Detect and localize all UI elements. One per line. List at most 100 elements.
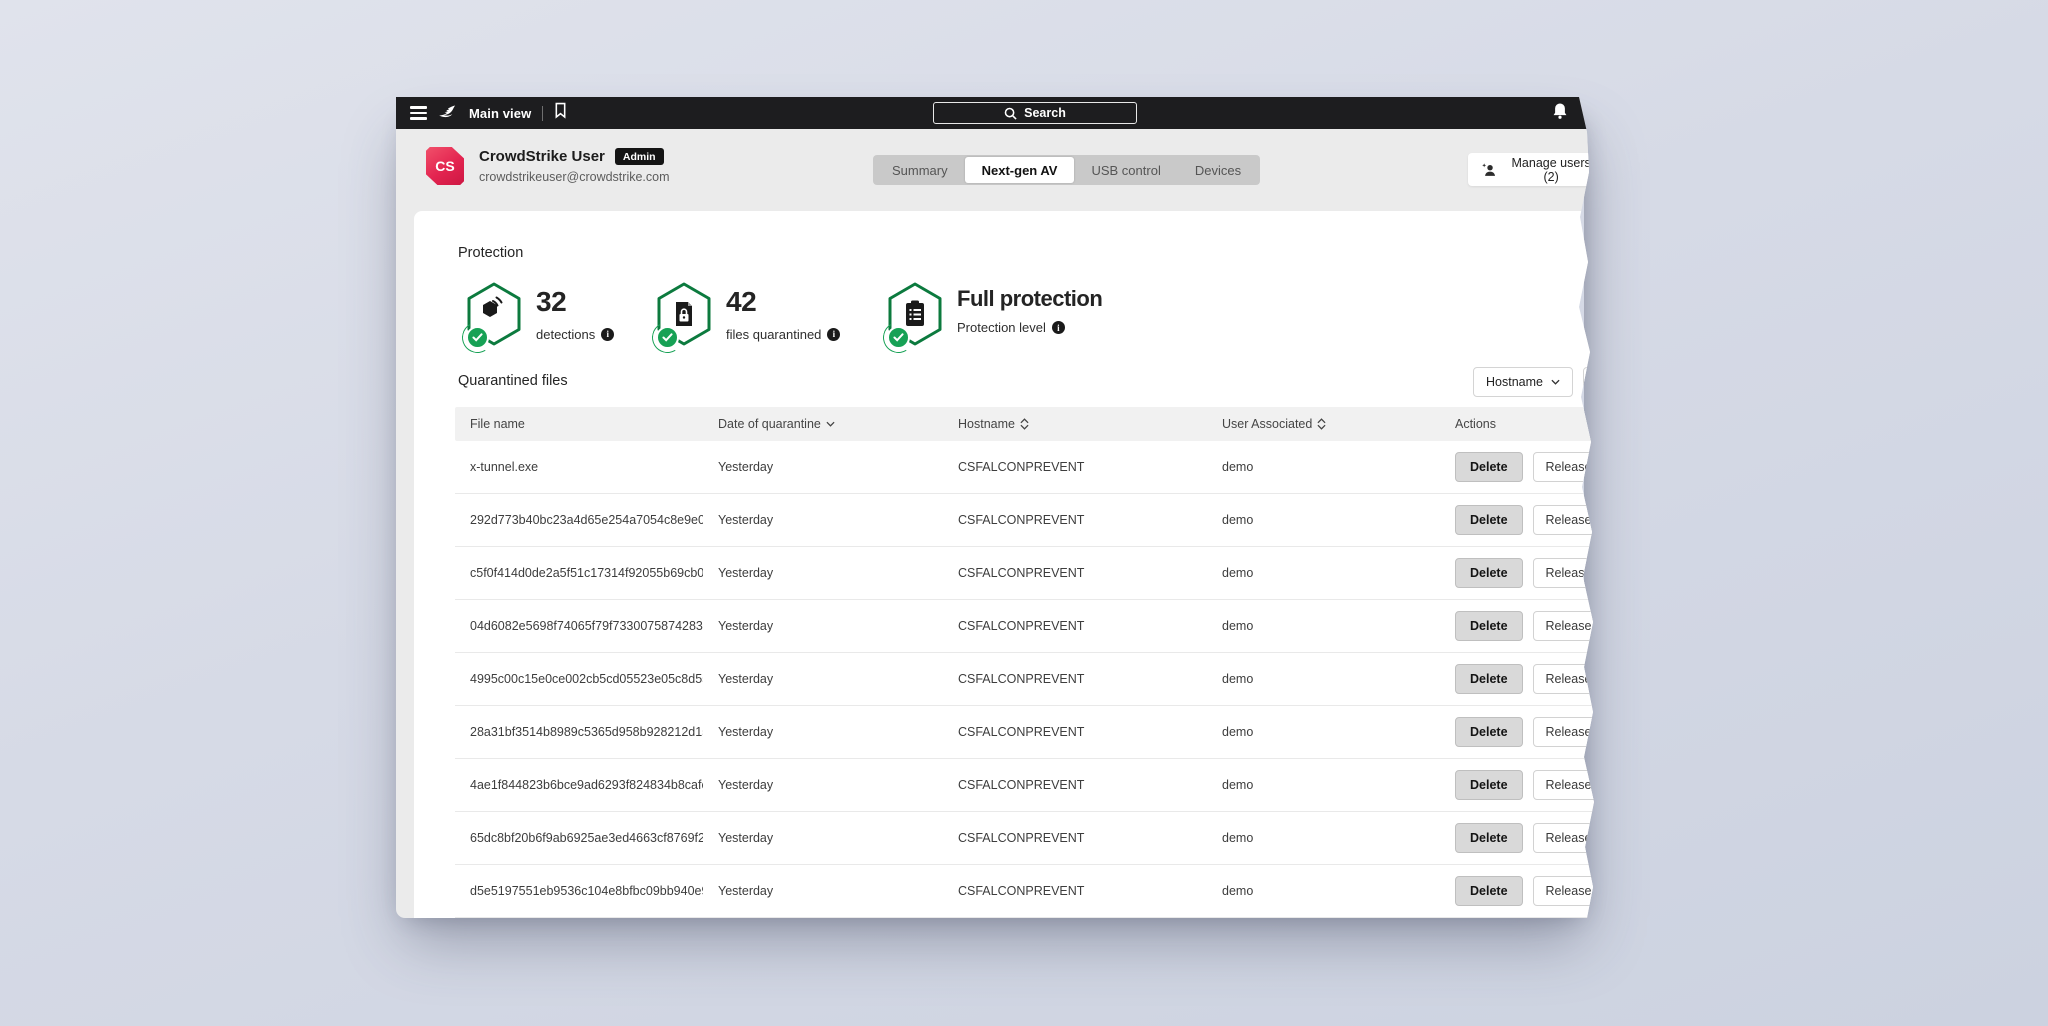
user-cell: demo xyxy=(1222,672,1254,686)
release-button[interactable]: Release xyxy=(1532,770,1594,800)
clipped-profile-icon[interactable] xyxy=(1584,106,1593,120)
date-cell: Yesterday xyxy=(718,831,774,845)
search-label: Search xyxy=(1024,106,1066,120)
file-name-cell: c5f0f414d0de2a5f51c17314f92055b69cb0a9..… xyxy=(470,566,703,580)
tab-devices[interactable]: Devices xyxy=(1194,162,1242,178)
table-row: 04d6082e5698f74065f79f733007587428339...… xyxy=(455,600,1594,653)
info-icon[interactable]: i xyxy=(1051,321,1065,335)
file-name-cell: 4ae1f844823b6bce9ad6293f824834b8cafec... xyxy=(470,778,703,792)
delete-button[interactable]: Delete xyxy=(1455,876,1523,906)
scope-filter-all[interactable]: All xyxy=(1582,367,1594,397)
hostname-cell: CSFALCONPREVENT xyxy=(958,884,1085,898)
release-button[interactable]: Release xyxy=(1532,558,1594,588)
actions-cell: Delete Release xyxy=(1440,664,1594,694)
release-button[interactable]: Release xyxy=(1532,717,1594,747)
date-cell: Yesterday xyxy=(718,672,774,686)
date-cell: Yesterday xyxy=(718,884,774,898)
user-cell: demo xyxy=(1222,831,1254,845)
file-name-cell: 292d773b40bc23a4d65e254a7054c8e9e06e... xyxy=(470,513,703,527)
delete-button[interactable]: Delete xyxy=(1455,664,1523,694)
table-row: 292d773b40bc23a4d65e254a7054c8e9e06e... … xyxy=(455,494,1594,547)
table-row: c5f0f414d0de2a5f51c17314f92055b69cb0a9..… xyxy=(455,547,1594,600)
sort-desc-icon xyxy=(826,421,835,427)
info-icon[interactable]: i xyxy=(601,327,615,341)
quarantined-files-table: File name Date of quarantine Hostname Us xyxy=(455,407,1594,918)
table-row: 65dc8bf20b6f9ab6925ae3ed4663cf8769f2c...… xyxy=(455,812,1594,865)
topbar-divider xyxy=(542,105,544,121)
release-button[interactable]: Release xyxy=(1532,876,1594,906)
delete-button[interactable]: Delete xyxy=(1455,823,1523,853)
file-name-cell: x-tunnel.exe xyxy=(470,460,539,474)
delete-button[interactable]: Delete xyxy=(1455,611,1523,641)
file-name-cell: 28a31bf3514b8989c5365d958b928212d1505... xyxy=(470,725,703,739)
table-row: x-tunnel.exe Yesterday CSFALCONPREVENT d… xyxy=(455,441,1594,494)
release-button[interactable]: Release xyxy=(1532,664,1594,694)
actions-cell: Delete Release xyxy=(1440,717,1594,747)
notifications-bell-icon[interactable] xyxy=(1552,102,1568,125)
file-name-cell: d5e5197551eb9536c104e8bfbc09bb940e94... xyxy=(470,884,703,898)
file-name-cell: 04d6082e5698f74065f79f733007587428339... xyxy=(470,619,703,633)
hostname-cell: CSFALCONPREVENT xyxy=(958,778,1085,792)
app-window: Main view Search xyxy=(396,97,1594,918)
actions-cell: Delete Release xyxy=(1440,558,1594,588)
actions-cell: Delete Release xyxy=(1440,770,1594,800)
manage-users-button[interactable]: Manage users (2) xyxy=(1468,153,1594,186)
hostname-filter-dropdown[interactable]: Hostname xyxy=(1473,367,1573,397)
sort-both-icon xyxy=(1317,418,1326,430)
col-hostname[interactable]: Hostname xyxy=(943,417,1207,431)
section-tabs: Summary Next-gen AV USB control Devices xyxy=(873,155,1261,185)
release-button[interactable]: Release xyxy=(1532,611,1594,641)
release-button[interactable]: Release xyxy=(1532,452,1594,482)
file-name-cell: 4995c00c15e0ce002cb5cd05523e05c8d556... xyxy=(470,672,703,686)
col-file-name[interactable]: File name xyxy=(470,417,525,431)
date-cell: Yesterday xyxy=(718,778,774,792)
hostname-cell: CSFALCONPREVENT xyxy=(958,672,1085,686)
files-quarantined-count: 42 xyxy=(726,286,757,317)
delete-button[interactable]: Delete xyxy=(1455,558,1523,588)
hostname-cell: CSFALCONPREVENT xyxy=(958,566,1085,580)
actions-cell: Delete Release xyxy=(1440,505,1594,535)
bookmark-icon[interactable] xyxy=(554,102,567,124)
info-icon[interactable]: i xyxy=(827,327,841,341)
delete-button[interactable]: Delete xyxy=(1455,505,1523,535)
user-cell: demo xyxy=(1222,619,1254,633)
check-badge-icon xyxy=(466,326,489,349)
tab-summary[interactable]: Summary xyxy=(892,162,948,178)
delete-button[interactable]: Delete xyxy=(1455,770,1523,800)
user-email: crowdstrikeuser@crowdstrike.com xyxy=(479,170,670,184)
falcon-logo-icon[interactable] xyxy=(438,102,458,125)
delete-button[interactable]: Delete xyxy=(1455,452,1523,482)
menu-icon[interactable] xyxy=(410,104,427,121)
user-cell: demo xyxy=(1222,566,1254,580)
release-button[interactable]: Release xyxy=(1532,823,1594,853)
delete-button[interactable]: Delete xyxy=(1455,717,1523,747)
account-header: CS CrowdStrike User Admin crowdstrikeuse… xyxy=(396,129,1594,211)
protection-level-label: Protection level xyxy=(957,320,1046,336)
col-user-associated[interactable]: User Associated xyxy=(1207,417,1440,431)
search-icon xyxy=(1004,107,1017,120)
files-quarantined-label: files quarantined xyxy=(726,326,822,342)
stat-protection-level: Full protection Protection level i xyxy=(885,281,1103,349)
tab-next-gen-av[interactable]: Next-gen AV xyxy=(964,157,1075,183)
stat-detections: 32 detections i xyxy=(464,281,615,349)
content-card: Protection 32 detections xyxy=(414,211,1594,918)
user-cell: demo xyxy=(1222,460,1254,474)
actions-cell: Delete Release xyxy=(1440,611,1594,641)
protection-level-value: Full protection xyxy=(957,286,1103,311)
check-badge-icon xyxy=(656,326,679,349)
search-input[interactable]: Search xyxy=(933,102,1137,124)
col-date-of-quarantine[interactable]: Date of quarantine xyxy=(703,417,943,431)
manage-users-label: Manage users (2) xyxy=(1511,155,1591,184)
top-navigation-bar: Main view Search xyxy=(396,97,1594,129)
manage-users-icon xyxy=(1482,163,1496,176)
user-cell: demo xyxy=(1222,884,1254,898)
hostname-cell: CSFALCONPREVENT xyxy=(958,831,1085,845)
actions-cell: Delete Release xyxy=(1440,876,1594,906)
main-view-label: Main view xyxy=(469,105,532,121)
date-cell: Yesterday xyxy=(718,619,774,633)
tab-usb-control[interactable]: USB control xyxy=(1091,162,1161,178)
release-button[interactable]: Release xyxy=(1532,505,1594,535)
table-row: 4995c00c15e0ce002cb5cd05523e05c8d556... … xyxy=(455,653,1594,706)
date-cell: Yesterday xyxy=(718,513,774,527)
